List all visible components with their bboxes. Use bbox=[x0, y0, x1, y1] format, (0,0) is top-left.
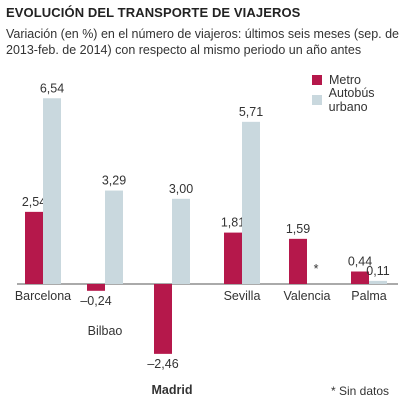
data-label-autobus-palma: 0,11 bbox=[366, 264, 389, 278]
bar-autobus-madrid bbox=[172, 198, 190, 284]
chart-subtitle: Variación (en %) en el número de viajero… bbox=[6, 27, 399, 57]
chart-title: EVOLUCIÓN DEL TRANSPORTE DE VIAJEROS bbox=[6, 5, 301, 20]
data-label-metro-valencia: 1,59 bbox=[286, 222, 310, 236]
chart-legend: Metro Autobús urbano bbox=[312, 70, 414, 114]
bar-metro-barcelona bbox=[25, 211, 43, 284]
legend-item-autobus: Autobús urbano bbox=[312, 86, 414, 114]
data-label-metro-barcelona: 2,54 bbox=[22, 195, 46, 209]
bar-autobus-barcelona bbox=[43, 98, 61, 284]
data-label-autobus-madrid: 3,00 bbox=[169, 182, 193, 196]
bar-autobus-bilbao bbox=[105, 190, 123, 284]
x-tick-label-barcelona: Barcelona bbox=[15, 289, 71, 303]
data-label-metro-madrid: –2,46 bbox=[147, 357, 178, 371]
bar-metro-madrid bbox=[154, 284, 172, 354]
legend-swatch-metro bbox=[312, 75, 322, 85]
legend-item-metro: Metro bbox=[312, 70, 414, 90]
data-label-metro-bilbao: –0,24 bbox=[80, 294, 111, 308]
legend-swatch-autobus bbox=[312, 95, 322, 105]
legend-label-autobus: Autobús urbano bbox=[328, 86, 375, 114]
bar-metro-sevilla bbox=[224, 232, 242, 284]
data-label-autobus-bilbao: 3,29 bbox=[102, 174, 126, 188]
x-tick-label-valencia: Valencia bbox=[283, 289, 330, 303]
x-tick-label-bilbao: Bilbao bbox=[88, 324, 123, 338]
bar-metro-palma bbox=[351, 271, 369, 284]
no-data-marker-autobus-valencia: * bbox=[314, 262, 319, 276]
data-label-autobus-barcelona: 6,54 bbox=[40, 81, 64, 95]
footnote: * Sin datos bbox=[331, 384, 390, 398]
x-tick-label-palma: Palma bbox=[351, 289, 386, 303]
data-label-metro-sevilla: 1,81 bbox=[221, 216, 245, 230]
bar-metro-valencia bbox=[289, 238, 307, 284]
x-tick-label-madrid: Madrid bbox=[152, 383, 193, 397]
x-tick-label-sevilla: Sevilla bbox=[224, 289, 261, 303]
bar-autobus-sevilla bbox=[242, 121, 260, 284]
legend-label-metro: Metro bbox=[329, 73, 361, 87]
bar-metro-bilbao bbox=[87, 284, 105, 291]
data-label-metro-palma: 0,44 bbox=[348, 255, 372, 269]
data-label-autobus-sevilla: 5,71 bbox=[239, 105, 263, 119]
bar-autobus-palma bbox=[369, 280, 387, 284]
